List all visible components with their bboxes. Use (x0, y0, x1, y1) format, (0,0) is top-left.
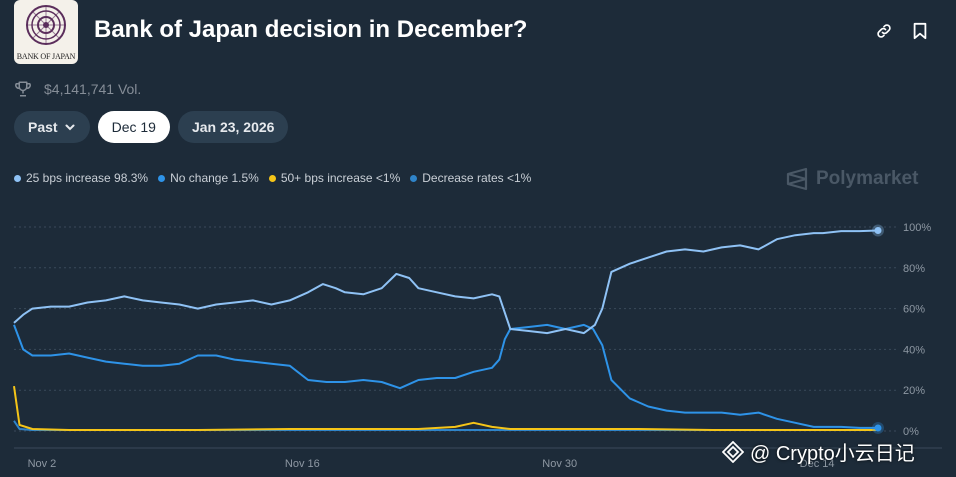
volume-row: $4,141,741 Vol. (14, 79, 141, 99)
link-icon[interactable] (873, 20, 895, 42)
past-label: Past (28, 119, 58, 135)
past-dropdown[interactable]: Past (14, 111, 90, 143)
legend-dot (268, 174, 276, 182)
date-controls: Past Dec 19 Jan 23, 2026 (14, 111, 289, 143)
legend-dot (14, 174, 21, 182)
legend-label: No change 1.5% (170, 171, 259, 185)
legend-label: 25 bps increase 98.3% (26, 171, 149, 185)
y-tick-label: 20% (903, 385, 925, 397)
legend-item-decrease: Decrease rates <1% (410, 171, 531, 185)
series-endpoint-dot (874, 424, 882, 432)
polymarket-logo-icon (786, 167, 808, 191)
x-tick-label: Nov 16 (285, 458, 320, 470)
series-line-50-bps-increase (13, 385, 878, 431)
bookmark-icon[interactable] (909, 20, 931, 42)
y-tick-label: 60% (903, 304, 925, 316)
date-tab-dec-19[interactable]: Dec 19 (97, 111, 170, 143)
legend-item-no-change: No change 1.5% (158, 171, 259, 185)
logo-caption: BANK OF JAPAN (16, 52, 76, 61)
series-line-decrease-rates (13, 420, 878, 431)
legend-label: 50+ bps increase <1% (280, 171, 401, 185)
trophy-icon (15, 81, 31, 97)
chevron-down-icon (65, 124, 75, 131)
series-line-no-change (13, 323, 878, 429)
date-tab-label: Dec 19 (111, 119, 156, 135)
legend-dot (158, 174, 166, 182)
watermark-text: @ Crypto小云日记 (750, 443, 915, 465)
x-tick-label: Nov 2 (28, 458, 57, 470)
y-tick-label: 80% (903, 263, 925, 275)
x-tick-label: Nov 30 (542, 458, 577, 470)
volume-text: $4,141,741 Vol. (44, 81, 142, 97)
x-tick-label: Dec 14 (800, 458, 835, 470)
date-tab-jan-23[interactable]: Jan 23, 2026 (177, 111, 289, 143)
polymarket-watermark: Polymarket (786, 167, 918, 191)
series-line-25-bps-increase (13, 229, 879, 335)
legend-item-25bps: 25 bps increase 98.3% (14, 171, 148, 185)
date-tab-label: Jan 23, 2026 (191, 119, 275, 135)
diamond-logo-icon (722, 440, 744, 463)
page-title: Bank of Japan decision in December? (94, 16, 528, 43)
brand-label: Polymarket (816, 168, 919, 189)
chart-legend: 25 bps increase 98.3% No change 1.5% 50+… (14, 171, 531, 185)
bank-of-japan-logo: BANK OF JAPAN (14, 0, 78, 64)
legend-dot (410, 174, 418, 182)
crypto-watermark: @ Crypto小云日记 (722, 437, 915, 466)
legend-item-50bps: 50+ bps increase <1% (268, 171, 401, 185)
legend-label: Decrease rates <1% (422, 171, 532, 185)
y-tick-label: 40% (903, 344, 925, 356)
y-tick-label: 100% (903, 222, 931, 234)
y-tick-label: 0% (903, 426, 919, 438)
series-endpoint-dot (874, 226, 882, 234)
